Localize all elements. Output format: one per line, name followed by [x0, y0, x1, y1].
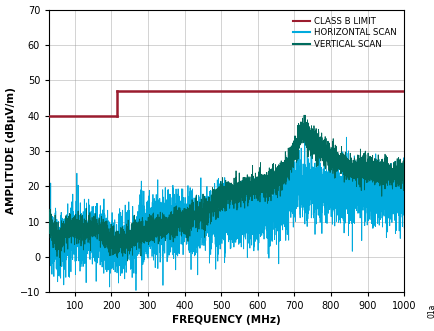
Y-axis label: AMPLITUDE (dBµV/m): AMPLITUDE (dBµV/m)	[6, 87, 16, 214]
X-axis label: FREQUENCY (MHz): FREQUENCY (MHz)	[172, 315, 280, 325]
Text: 01a: 01a	[427, 304, 434, 318]
Legend: CLASS B LIMIT, HORIZONTAL SCAN, VERTICAL SCAN: CLASS B LIMIT, HORIZONTAL SCAN, VERTICAL…	[289, 14, 399, 52]
